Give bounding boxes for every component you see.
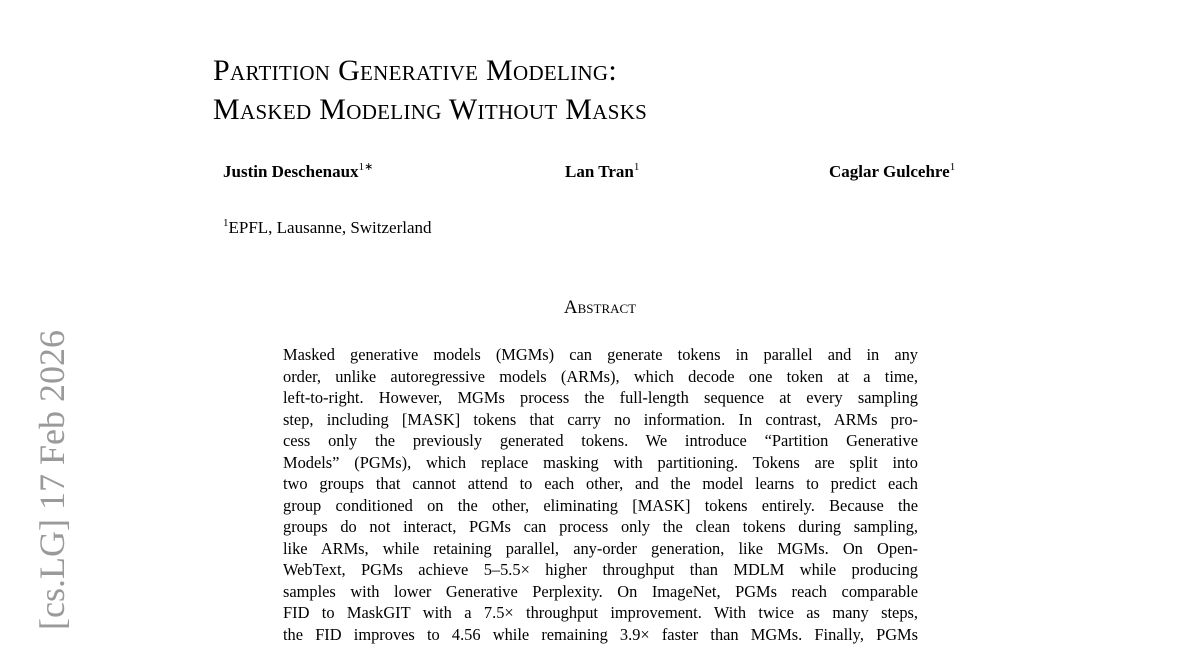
author: Caglar Gulcehre1 [829,162,955,182]
abstract-line: like ARMs, while retaining parallel, any… [283,538,918,558]
abstract-line: groups do not interact, PGMs can process… [283,517,918,536]
author: Justin Deschenaux1∗ [223,162,373,182]
affil-mark: 1 [223,217,229,229]
abstract-line: Models” (PGMs), which replace masking wi… [283,452,918,472]
abstract-line: cess only the previously generated token… [283,431,918,450]
abstract-line: FID to MaskGIT with a 7.5× throughput im… [283,603,918,622]
affil-text: EPFL, Lausanne, Switzerland [228,218,432,237]
stamp-text: [cs.LG] 17 Feb 2026 [32,330,72,630]
abstract-line: WebText, PGMs achieve 5–5.5× higher thro… [283,560,918,579]
author-name: Lan Tran [565,162,634,181]
abstract-line: group conditioned on the other, eliminat… [283,495,918,515]
affil-mark: 1 [633,161,640,173]
arxiv-stamp: [cs.LG] 17 Feb 2026 [32,330,72,630]
abstract-line: two groups that cannot attend to each ot… [283,474,918,493]
abstract-line: samples with lower Generative Perplexity… [283,581,918,601]
abstract-line: left-to-right. However, MGMs process the… [283,388,918,407]
author: Lan Tran1 [565,162,639,182]
abstract: Masked generative models (MGMs) can gene… [283,344,918,645]
affil-mark: 1 [949,161,956,173]
author-name: Justin Deschenaux [223,162,359,181]
abstract-line: order, unlike autoregressive models (ARM… [283,366,918,386]
affil-mark: 1∗ [358,161,374,173]
abstract-line: step, including [MASK] tokens that carry… [283,409,918,429]
title-line: Masked Modeling Without Masks [213,93,648,126]
title-line: Partition Generative Modeling: [213,54,618,87]
author-name: Caglar Gulcehre [829,162,950,181]
abstract-line: the FID improves to 4.56 while remaining… [283,624,918,644]
abstract-line: Masked generative models (MGMs) can gene… [283,345,918,364]
affiliation: 1EPFL, Lausanne, Switzerland [223,218,432,238]
abstract-heading: Abstract [563,297,637,318]
